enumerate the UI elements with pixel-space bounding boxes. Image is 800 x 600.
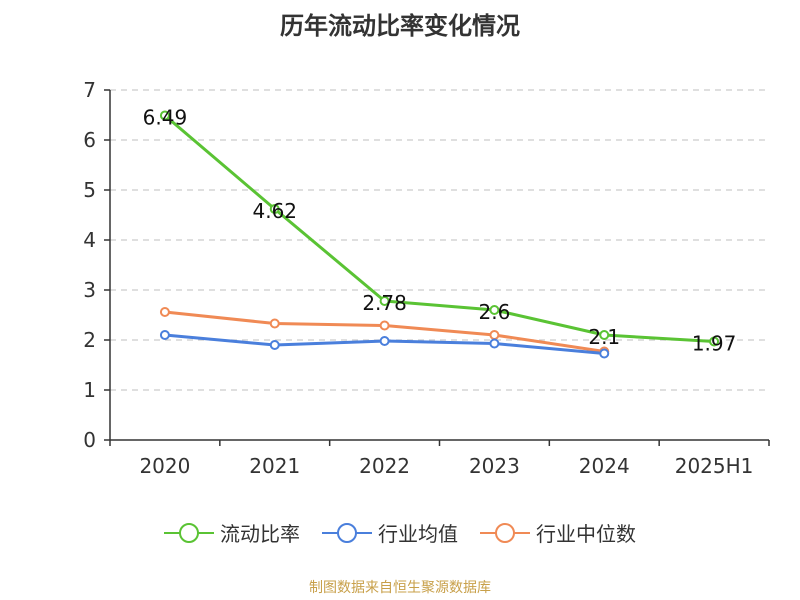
y-tick-label: 3 [83,278,96,302]
x-tick-label: 2020 [139,454,190,478]
y-tick-label: 5 [83,178,96,202]
data-point [379,336,390,346]
chart-title: 历年流动比率变化情况 [280,12,520,40]
y-tick-label: 2 [83,328,96,352]
data-point [489,330,500,340]
data-labels: 6.49 4.62 2.78 2.6 2.1 1.97 [143,106,737,356]
data-label: 2.1 [588,325,620,349]
data-point [159,110,170,121]
data-point [379,296,390,306]
series-points [159,110,720,359]
x-tick-label: 2022 [359,454,410,478]
x-tick-label: 2024 [579,454,630,478]
y-tick-label: 1 [83,378,96,402]
data-point [599,348,610,359]
y-tick-label: 4 [83,228,96,252]
data-point [709,336,720,347]
data-point [269,204,280,214]
data-label: 4.62 [252,199,297,223]
x-tick-label: 2021 [249,454,300,478]
data-point [599,330,610,340]
legend-marker-icon [322,522,372,544]
legend-label: 行业均值 [378,522,458,546]
x-tick-label: 2023 [469,454,520,478]
y-tick-label: 0 [83,428,96,452]
x-tick-labels: 2020 2021 2022 2023 2024 2025H1 [139,454,753,478]
data-label: 6.49 [143,106,188,130]
series-lines [163,114,715,355]
legend: 流动比率 行业均值 行业中位数 [0,518,800,547]
source-note: 制图数据来自恒生聚源数据库 [309,580,491,596]
data-label: 2.78 [362,291,407,315]
legend-item-series-2[interactable]: 行业中位数 [480,518,636,547]
data-point [159,330,170,340]
legend-item-series-1[interactable]: 行业均值 [322,518,458,547]
legend-label: 流动比率 [220,522,300,546]
y-tick-labels: 0 1 2 3 4 5 6 7 [83,78,96,452]
data-point [269,318,280,329]
legend-label: 行业中位数 [536,522,636,546]
series-line-0 [163,114,715,343]
data-point [269,340,280,350]
y-tick-label: 7 [83,78,96,102]
y-tick-label: 6 [83,128,96,152]
data-label: 2.6 [479,300,511,324]
data-point [489,338,500,349]
legend-marker-icon [480,522,530,544]
legend-item-series-0[interactable]: 流动比率 [164,518,300,547]
x-tick-label: 2025H1 [675,454,754,478]
axes [104,89,770,446]
data-label: 1.97 [692,332,737,356]
data-point [159,307,170,317]
data-point [379,320,390,331]
data-point [489,305,500,315]
grid-lines [110,89,769,391]
legend-marker-icon [164,522,214,544]
